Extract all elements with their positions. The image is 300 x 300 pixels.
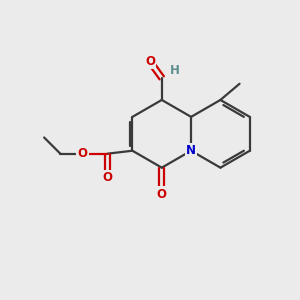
Text: N: N xyxy=(186,144,196,157)
Text: O: O xyxy=(157,188,167,201)
Text: O: O xyxy=(77,147,87,160)
Text: N: N xyxy=(186,144,196,157)
Text: O: O xyxy=(102,171,112,184)
Text: H: H xyxy=(170,64,180,77)
Text: O: O xyxy=(145,55,155,68)
Text: O: O xyxy=(77,147,87,160)
Text: H: H xyxy=(170,64,180,77)
Text: O: O xyxy=(145,55,155,68)
Text: O: O xyxy=(157,188,167,201)
Text: O: O xyxy=(102,171,112,184)
